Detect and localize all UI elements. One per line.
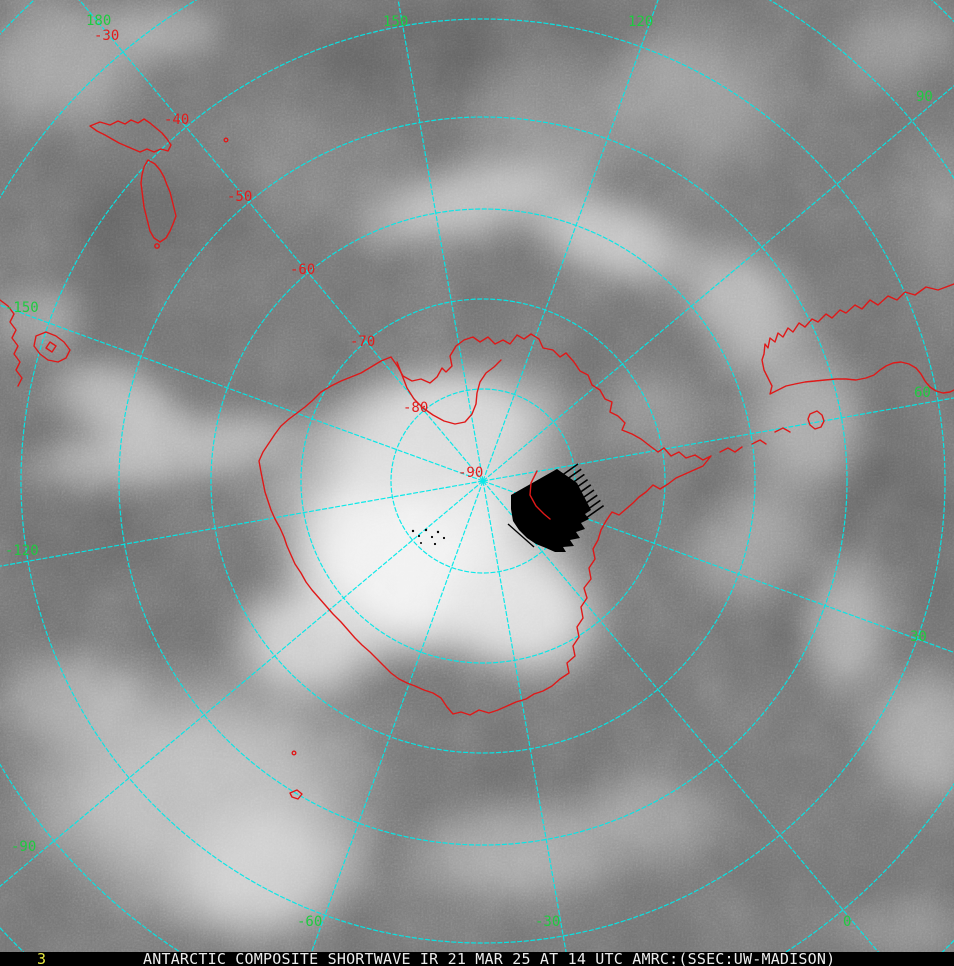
latitude-label: -90 [458,465,483,481]
data-gap-dots [411,528,446,546]
coastlines [0,118,954,800]
data-gap-hatch-lines [560,463,605,519]
data-gap-streak [507,523,535,548]
caption-bar: 3 ANTARCTIC COMPOSITE SHORTWAVE IR 21 MA… [0,952,954,966]
longitude-meridian [482,397,954,482]
latitude-circle [300,298,666,664]
longitude-meridian [482,480,879,952]
longitude-label: 0 [843,914,851,930]
longitude-meridian [0,480,484,888]
longitude-label: 120 [628,14,653,30]
caption-text: ANTARCTIC COMPOSITE SHORTWAVE IR 21 MAR … [143,950,836,966]
missing-data-artifact [411,463,605,552]
longitude-label: 150 [383,14,408,30]
australia-coastline [761,283,954,395]
new-zealand-south-island [140,159,177,243]
latitude-label: -70 [350,334,375,350]
longitude-label: -90 [11,839,36,855]
longitude-label: 90 [916,89,933,105]
latitude-label: -40 [164,112,189,128]
longitude-meridian [482,0,659,482]
tasmania-island [807,410,825,430]
longitude-label: 30 [910,629,927,645]
subantarctic-island-fragments [719,427,791,453]
latitude-label: -30 [94,28,119,44]
longitude-meridian [482,480,954,654]
left-edge-island-blob [33,331,71,363]
macquarie-island [289,789,303,800]
new-zealand-north-island [89,118,172,153]
latitude-circle [118,116,848,846]
small-island-dot [223,137,229,143]
latitude-label: -50 [227,189,252,205]
latitude-circle [210,208,756,754]
longitude-label: -60 [297,914,322,930]
longitude-label: -30 [535,914,560,930]
ross-sea-coastline-detail [396,359,502,425]
graticule-labels: 180 150 120 90 60 30 0 -30 -60 -90 -120 -150 -30 -40 -… [5,13,933,930]
longitude-meridian [0,480,484,567]
longitude-label: 60 [914,385,931,401]
longitude-meridian [397,0,484,482]
longitude-label: -120 [5,543,39,559]
small-island-dot [291,750,297,756]
coastline-detail-over-artifact [529,470,551,520]
latitude-label: -60 [290,262,315,278]
longitude-meridian [0,304,484,482]
data-gap-polygon [511,469,591,552]
longitude-meridian [310,480,484,952]
longitude-meridian [78,0,484,482]
frame-number: 3 [37,950,47,966]
stewart-island [154,243,160,249]
antarctica-coastline [258,333,712,716]
longitude-label: -150 [5,300,39,316]
longitude-label: 180 [86,13,111,29]
latitude-circle [20,18,946,944]
left-edge-island-chain [0,299,23,387]
latitude-label: -80 [403,400,428,416]
longitude-meridian [482,480,567,952]
longitude-meridian [482,85,954,482]
